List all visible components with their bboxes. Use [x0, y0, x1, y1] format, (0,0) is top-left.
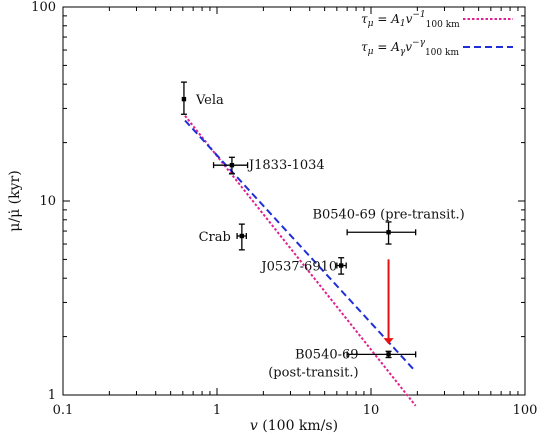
x-tick-label: 0.1	[53, 403, 74, 418]
x-axis-label: v (100 km/s)	[250, 418, 338, 434]
plot-frame	[62, 6, 526, 396]
point-marker	[338, 263, 344, 268]
model-line-a1	[184, 115, 417, 407]
plot-area	[62, 6, 526, 396]
legend: τμ = A1v−1100 km τμ = Aγv−γ100 km	[361, 10, 513, 58]
point-marker	[239, 233, 245, 239]
y-tick-label: 1	[48, 388, 56, 403]
x-tick-label: 1	[213, 403, 221, 418]
data-point: Vela	[180, 81, 224, 115]
point-marker	[229, 162, 235, 168]
data-point: B0540-69 (pre-transit.)	[312, 207, 465, 245]
series-layer	[184, 115, 417, 407]
point-label: J0537-6910	[259, 260, 337, 275]
legend-item: τμ = Aγv−γ100 km	[361, 38, 513, 58]
point-marker	[386, 352, 391, 357]
point-label: B0540-69 (pre-transit.)	[312, 207, 464, 222]
point-label: Vela	[195, 93, 224, 108]
legend-item: τμ = A1v−1100 km	[361, 10, 513, 30]
y-tick-label: 10	[39, 194, 56, 209]
y-tick-label: 100	[31, 0, 56, 15]
x-tick-label: 100	[513, 403, 538, 418]
point-label-line2: (post-transit.)	[268, 365, 358, 380]
data-point: B0540-69 (post-transit.)	[268, 347, 417, 380]
points-layer: Vela J1833-1034 Crab J0537-6910 B0540-69 (pr…	[180, 81, 465, 380]
data-point: J0537-6910	[259, 257, 347, 275]
point-marker	[386, 230, 391, 235]
data-point: Crab	[199, 223, 247, 251]
x-tick-label: 10	[363, 403, 380, 418]
y-axis-label: μ/μ̇ (kyr)	[7, 170, 23, 231]
point-label: J1833-1034	[247, 158, 325, 173]
point-label: B0540-69	[295, 347, 359, 362]
data-point: J1833-1034	[212, 156, 325, 175]
legend-label: τμ = A1v−1100 km	[361, 10, 460, 30]
legend-label: τμ = Aγv−γ100 km	[361, 38, 459, 58]
point-label: Crab	[199, 230, 231, 245]
point-marker	[181, 96, 187, 102]
model-line-agamma	[184, 119, 417, 373]
